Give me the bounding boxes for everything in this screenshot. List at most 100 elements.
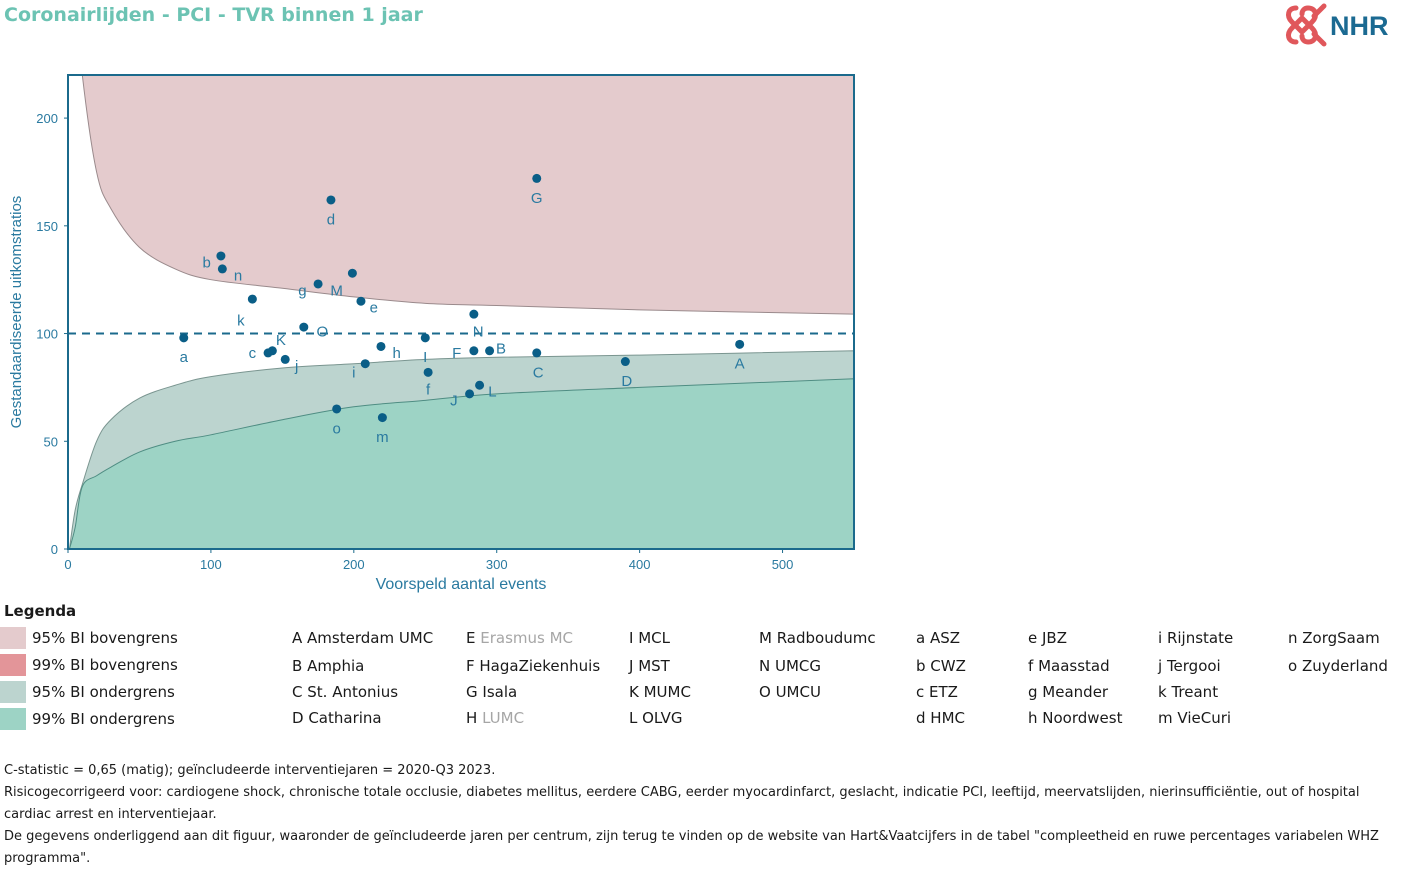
- legend-swatch: [0, 681, 26, 703]
- x-tick-label: 0: [64, 557, 71, 572]
- data-point-k: [247, 294, 257, 304]
- legend-center-code: a: [916, 629, 930, 647]
- legend-band-label: 99% BI bovengrens: [32, 656, 178, 674]
- legend-center-item: b CWZ: [916, 657, 966, 675]
- legend-center-name: MUMC: [643, 683, 691, 701]
- data-point-M: [347, 268, 357, 278]
- legend-center-item: I MCL: [629, 629, 670, 647]
- legend-center-code: F: [466, 657, 480, 675]
- data-point-label: M: [330, 282, 343, 299]
- nhr-logo: NHR: [1284, 2, 1411, 48]
- data-point-m: [377, 413, 387, 423]
- legend-center-name: Radboudumc: [776, 629, 876, 647]
- legend-center-item: i Rijnstate: [1158, 629, 1233, 647]
- legend-center-item: j Tergooi: [1158, 657, 1221, 675]
- plot-frame: [67, 74, 855, 550]
- legend-center-item: c ETZ: [916, 683, 958, 701]
- axes-layer: 0 100 200 300 400 500 0 50 100 150 200: [36, 111, 793, 572]
- y-tick-label: 50: [44, 434, 58, 449]
- legend-center-name: Treant: [1171, 683, 1219, 701]
- legend-center-name: Meander: [1042, 683, 1109, 701]
- legend-center-name: Erasmus MC: [480, 629, 574, 647]
- footer-c-statistic: C-statistic = 0,65 (matig); geïncludeerd…: [4, 763, 496, 778]
- legend-center-item: F HagaZiekenhuis: [466, 657, 600, 675]
- legend-center-code: e: [1028, 629, 1042, 647]
- data-point-e: [356, 296, 366, 306]
- legend-center-item: O UMCU: [759, 683, 821, 701]
- data-point-O: [299, 322, 309, 332]
- legend-center-name: MCL: [638, 629, 670, 647]
- legend-band-item: 95% BI bovengrens: [0, 627, 178, 649]
- data-point-label: o: [332, 420, 340, 437]
- legend-center-item: g Meander: [1028, 683, 1108, 701]
- data-point-label: m: [376, 429, 389, 446]
- data-point-n: [217, 264, 227, 274]
- data-point-label: g: [298, 282, 306, 299]
- legend-center-name: Rijnstate: [1166, 629, 1234, 647]
- legend-center-code: D: [292, 709, 309, 727]
- legend-center-name: St. Antonius: [307, 683, 399, 701]
- data-point-label: f: [426, 382, 431, 399]
- legend-center-name: ZorgSaam: [1302, 629, 1380, 647]
- legend-center-code: N: [759, 657, 775, 675]
- data-point-b: [216, 251, 226, 261]
- legend-center-item: m VieCuri: [1158, 709, 1231, 727]
- data-point-A: [735, 339, 745, 349]
- legend-center-name: CWZ: [930, 657, 966, 675]
- funnel-plot: a b n kc Kj Og Md e i o m h If F BN J L C G D A 0 100 200 300 40…: [8, 74, 855, 593]
- data-point-o: [332, 404, 342, 414]
- data-point-K: [267, 346, 277, 356]
- points-layer: a b n kc Kj Og Md e i o m h If F BN J L C G D A: [179, 173, 745, 446]
- legend-center-code: o: [1288, 657, 1302, 675]
- legend-center-code: O: [759, 683, 776, 701]
- legend-center-code: f: [1028, 657, 1039, 675]
- legend-heading: Legenda: [4, 602, 77, 620]
- chart-title: Coronairlijden - PCI - TVR binnen 1 jaar: [4, 4, 423, 26]
- data-point-label: i: [352, 364, 355, 381]
- x-tick-label: 500: [772, 557, 794, 572]
- data-point-i: [360, 359, 370, 369]
- data-point-label: d: [327, 211, 335, 228]
- data-point-label: C: [533, 364, 544, 381]
- legend-center-code: b: [916, 657, 931, 675]
- data-point-j: [280, 354, 290, 364]
- data-point-D: [620, 357, 630, 367]
- legend-swatch: [0, 708, 26, 730]
- legend-center-name: ASZ: [929, 629, 961, 647]
- legend-center-item: d HMC: [916, 709, 965, 727]
- data-point-B: [485, 346, 495, 356]
- data-point-label: B: [496, 341, 506, 358]
- legend-center-name: Zuyderland: [1301, 657, 1388, 675]
- data-point-a: [179, 333, 189, 343]
- legend-center-item: n ZorgSaam: [1288, 629, 1380, 647]
- legend-center-item: a ASZ: [916, 629, 960, 647]
- x-tick-label: 300: [486, 557, 508, 572]
- legend-center-item: f Maasstad: [1028, 657, 1110, 675]
- legend-center-name: LUMC: [482, 709, 525, 727]
- data-point-label: a: [180, 349, 189, 366]
- legend-center-item: L OLVG: [629, 709, 683, 727]
- legend-center-item: K MUMC: [629, 683, 691, 701]
- nhr-logo-text: NHR: [1330, 11, 1389, 41]
- legend-center-code: n: [1288, 629, 1303, 647]
- legend-center-item: G Isala: [466, 683, 517, 701]
- legend-center-code: J: [629, 657, 639, 675]
- legend-center-item: B Amphia: [292, 657, 364, 675]
- data-point-label: D: [621, 373, 632, 390]
- data-point-label: j: [294, 358, 298, 375]
- legend-band-label: 95% BI bovengrens: [32, 629, 178, 647]
- x-tick-label: 200: [343, 557, 365, 572]
- data-point-C: [532, 348, 542, 358]
- legend-center-code: I: [629, 629, 639, 647]
- y-tick-label: 200: [36, 111, 58, 126]
- legend-center-item: C St. Antonius: [292, 683, 398, 701]
- data-point-label: A: [735, 356, 745, 373]
- data-point-label: k: [237, 313, 245, 330]
- legend-center-name: Amphia: [307, 657, 365, 675]
- legend-center-code: c: [916, 683, 930, 701]
- legend-center-item: e JBZ: [1028, 629, 1067, 647]
- data-point-label: e: [370, 300, 378, 317]
- footer-data-source: De gegevens onderliggend aan dit figuur,…: [4, 829, 1379, 866]
- data-point-I: [420, 333, 430, 343]
- data-point-g: [313, 279, 323, 289]
